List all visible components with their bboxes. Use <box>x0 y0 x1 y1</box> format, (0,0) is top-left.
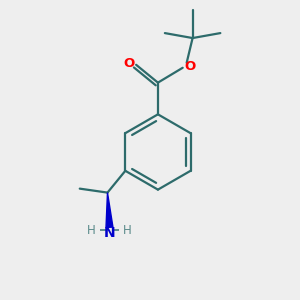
Text: H: H <box>87 224 96 237</box>
Text: O: O <box>184 60 195 73</box>
Text: N: N <box>104 226 115 240</box>
Text: H: H <box>123 224 132 237</box>
Polygon shape <box>106 193 113 227</box>
Text: O: O <box>124 57 135 70</box>
